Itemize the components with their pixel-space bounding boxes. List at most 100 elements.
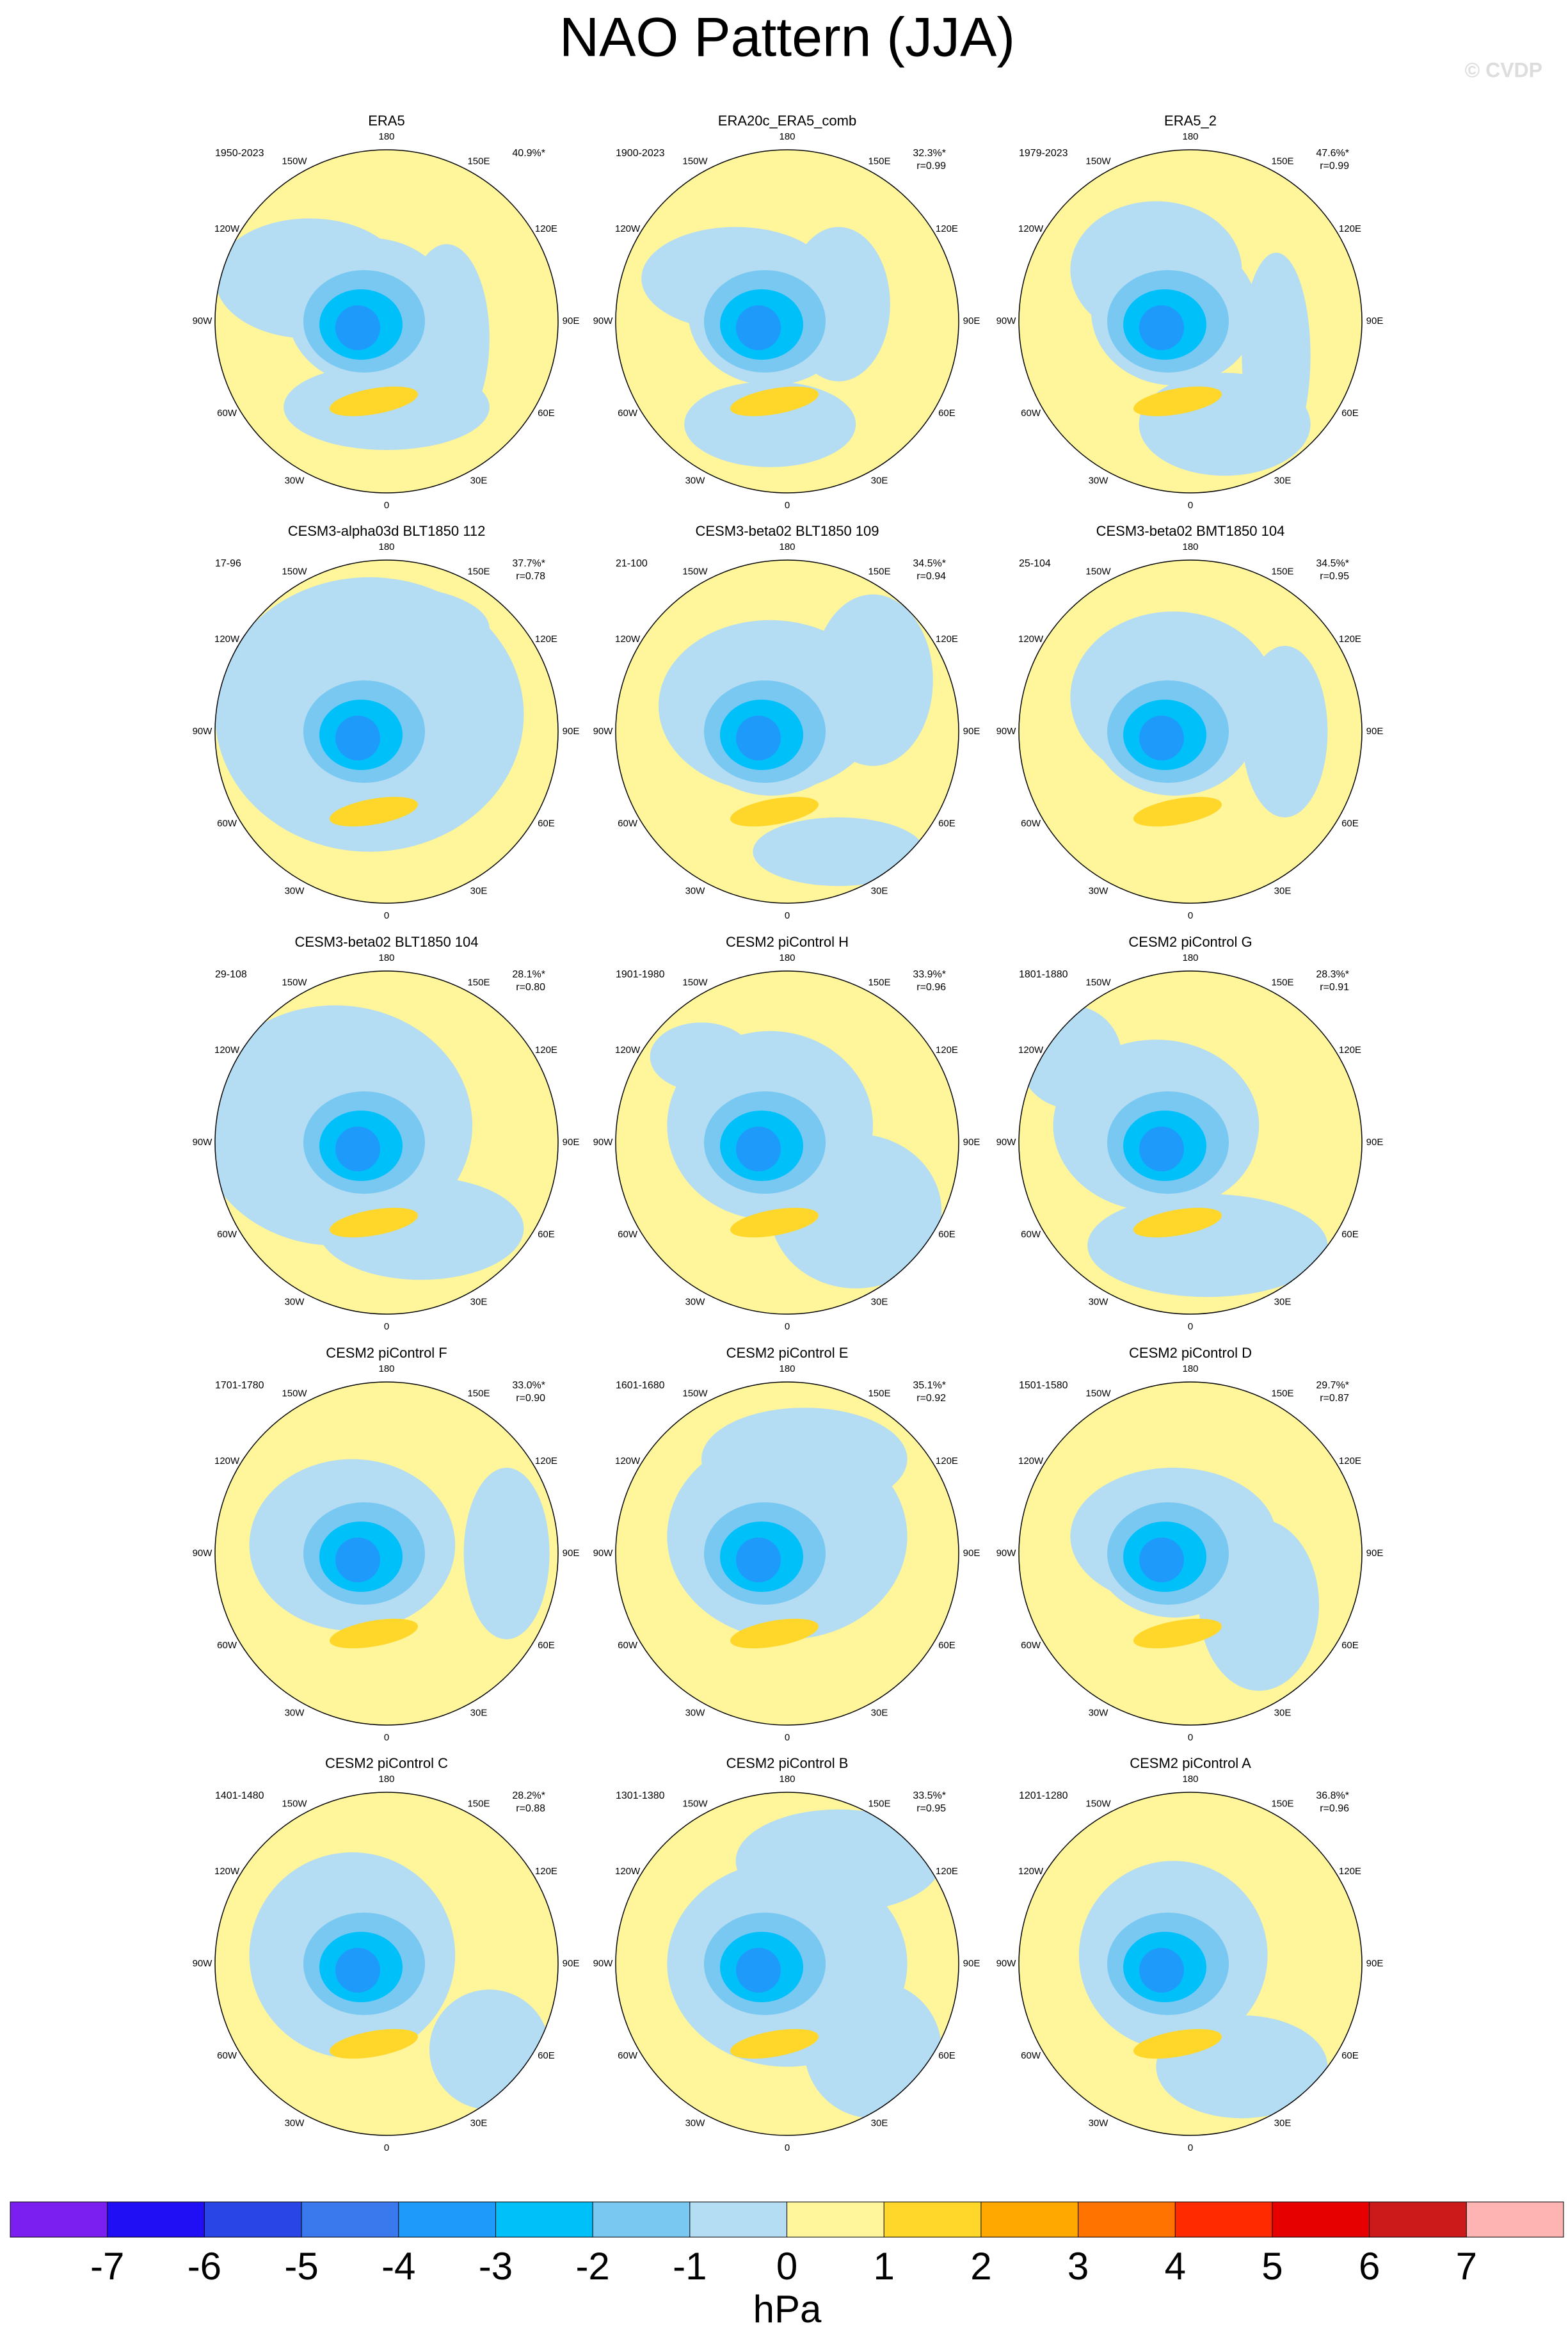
map-field	[215, 150, 558, 493]
colorbar-label: 0	[776, 2245, 797, 2288]
longitude-label: 120W	[615, 1045, 641, 1056]
longitude-label: 30E	[871, 1707, 888, 1718]
negative-core	[335, 1127, 380, 1171]
longitude-label: 60E	[1341, 2050, 1359, 2061]
longitude-label: 120E	[535, 634, 557, 645]
colorbar-box	[301, 2202, 399, 2237]
longitude-label: 0	[785, 1732, 790, 1743]
longitude-label: 150W	[1085, 156, 1111, 167]
panel-title: CESM3-beta02 BLT1850 104	[295, 934, 479, 950]
longitude-label: 60E	[938, 2050, 956, 2061]
longitude-label: 0	[1188, 910, 1193, 921]
longitude-label: 0	[785, 1321, 790, 1332]
colorbar-label: -7	[90, 2245, 124, 2288]
longitude-label: 60W	[217, 408, 237, 419]
map-panel: CESM2 piControl B 1301-1380 33.5%* r=0.95 18…	[593, 1755, 980, 2153]
map-border	[1018, 1792, 1363, 2136]
longitude-label: 120W	[214, 1045, 240, 1056]
longitude-label: 120W	[1018, 1456, 1044, 1466]
longitude-label: 60E	[1341, 408, 1359, 419]
longitude-label: 90E	[963, 316, 980, 326]
colorbar-label: 1	[874, 2245, 895, 2288]
panel-correlation: r=0.78	[516, 571, 545, 582]
longitude-label: 90E	[563, 316, 580, 326]
longitude-label: 60W	[618, 1229, 638, 1240]
longitude-label: 60E	[938, 408, 956, 419]
longitude-label: 120W	[214, 1456, 240, 1466]
longitude-label: 90E	[963, 1548, 980, 1559]
longitude-label: 90W	[593, 1137, 614, 1148]
colorbar-unit: hPa	[753, 2288, 822, 2331]
longitude-label: 60E	[1341, 1640, 1359, 1651]
panel-period: 1901-1980	[616, 969, 665, 980]
longitude-label: 90W	[593, 726, 614, 737]
longitude-label: 90W	[593, 316, 614, 326]
colorbar-box	[398, 2202, 496, 2237]
longitude-label: 180	[378, 952, 394, 963]
longitude-label: 120W	[214, 1866, 240, 1877]
longitude-label: 120W	[615, 634, 641, 645]
longitude-label: 60E	[538, 1229, 555, 1240]
panel-period: 1201-1280	[1019, 1790, 1068, 1801]
longitude-label: 30W	[1089, 475, 1109, 486]
positive-core	[329, 1207, 419, 1238]
longitude-label: 90E	[963, 1958, 980, 1969]
colorbar-box	[1078, 2202, 1176, 2237]
longitude-label: 90W	[193, 1137, 213, 1148]
panel-variance: 37.7%*	[512, 558, 545, 569]
longitude-label: 30E	[871, 475, 888, 486]
panel-title: ERA20c_ERA5_comb	[718, 113, 856, 129]
map-field	[616, 971, 959, 1314]
longitude-label: 90W	[193, 1958, 213, 1969]
negative-core	[1139, 716, 1184, 760]
colorbar-box	[787, 2202, 884, 2237]
negative-region	[284, 586, 490, 672]
longitude-label: 120W	[1018, 1866, 1044, 1877]
longitude-label: 30E	[470, 885, 488, 896]
longitude-label: 120E	[1339, 634, 1361, 645]
negative-core	[736, 1127, 781, 1171]
panel-title: CESM3-beta02 BMT1850 104	[1096, 523, 1285, 539]
panel-period: 25-104	[1019, 558, 1051, 569]
panel-correlation: r=0.92	[916, 1393, 946, 1404]
positive-core	[730, 386, 819, 417]
longitude-label: 180	[1182, 542, 1198, 552]
longitude-label: 30E	[1274, 475, 1292, 486]
longitude-label: 150W	[282, 566, 307, 577]
longitude-label: 180	[1182, 1774, 1198, 1785]
longitude-label: 30E	[871, 1296, 888, 1307]
panel-period: 17-96	[215, 558, 241, 569]
longitude-label: 150W	[1085, 1388, 1111, 1399]
map-border	[615, 1792, 959, 2136]
longitude-label: 90W	[193, 726, 213, 737]
map-panel: CESM2 piControl E 1601-1680 35.1%* r=0.92 18…	[593, 1345, 980, 1743]
positive-core	[730, 1618, 819, 1649]
longitude-label: 60W	[217, 1640, 237, 1651]
map-field	[1019, 1382, 1362, 1725]
positive-core	[1133, 2028, 1222, 2059]
longitude-label: 180	[779, 1774, 795, 1785]
longitude-label: 60W	[217, 1229, 237, 1240]
longitude-label: 60E	[938, 1640, 956, 1651]
panel-period: 1900-2023	[616, 148, 665, 159]
longitude-label: 180	[378, 1363, 394, 1374]
map-border	[615, 559, 959, 904]
colorbar-box	[1175, 2202, 1272, 2237]
longitude-label: 120E	[535, 1866, 557, 1877]
figure-title: NAO Pattern (JJA)	[559, 7, 1015, 68]
negative-region	[463, 1468, 550, 1639]
longitude-label: 30W	[1089, 885, 1109, 896]
longitude-label: 150W	[282, 977, 307, 988]
longitude-label: 0	[1188, 2142, 1193, 2153]
colorbar-box	[1369, 2202, 1467, 2237]
longitude-label: 60E	[1341, 1229, 1359, 1240]
longitude-label: 150W	[682, 1799, 708, 1810]
longitude-label: 180	[378, 1774, 394, 1785]
longitude-label: 90E	[563, 1548, 580, 1559]
negative-core	[736, 1948, 781, 1993]
longitude-label: 120W	[214, 223, 240, 234]
longitude-label: 120W	[615, 1866, 641, 1877]
longitude-label: 0	[1188, 1321, 1193, 1332]
longitude-label: 60E	[538, 818, 555, 829]
map-panel: ERA20c_ERA5_comb 1900-2023 32.3%* r=0.99 180…	[593, 113, 980, 511]
